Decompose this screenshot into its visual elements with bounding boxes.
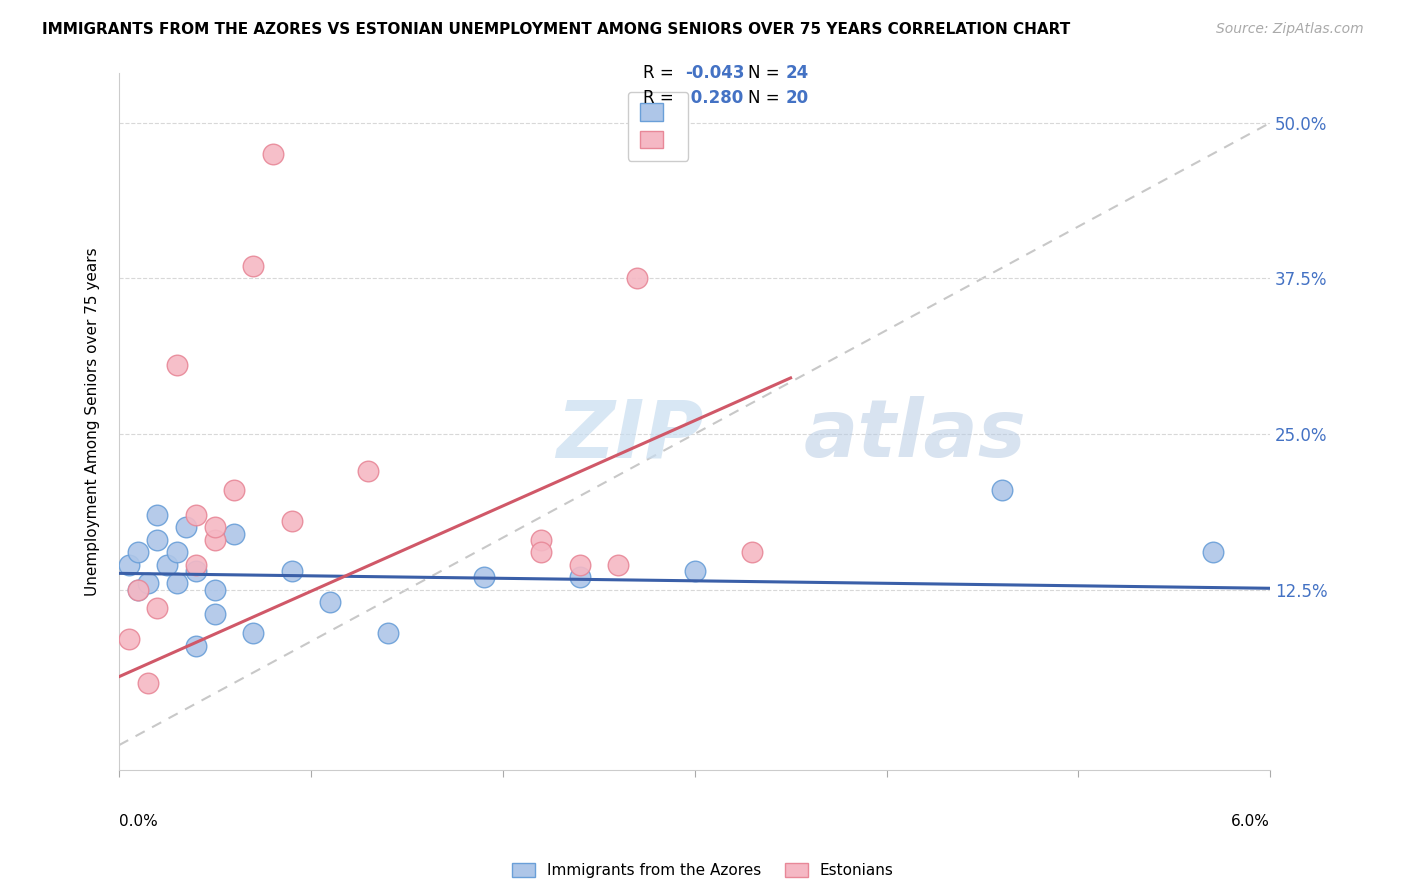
Point (1202, 545, 1225, 559)
Point (146, 533, 169, 547)
Point (280, 564, 302, 578)
Point (377, 626, 399, 640)
Text: atlas: atlas (804, 396, 1026, 475)
Point (184, 558, 207, 572)
Legend: , : , (628, 92, 688, 161)
Point (184, 508, 207, 522)
Point (319, 595, 342, 609)
Legend: Immigrants from the Azores, Estonians: Immigrants from the Azores, Estonians (506, 856, 900, 884)
Point (568, 570, 591, 584)
Point (127, 545, 149, 559)
Point (530, 533, 553, 547)
Point (242, 259, 264, 273)
Text: -0.043: -0.043 (685, 64, 744, 82)
Point (204, 582, 226, 597)
Point (357, 464, 380, 478)
Point (117, 558, 139, 572)
Point (568, 558, 591, 572)
Point (280, 514, 302, 528)
Point (242, 626, 264, 640)
Text: 6.0%: 6.0% (1232, 814, 1270, 829)
Text: 0.280: 0.280 (685, 89, 742, 107)
Point (990, 483, 1012, 497)
Text: IMMIGRANTS FROM THE AZORES VS ESTONIAN UNEMPLOYMENT AMONG SENIORS OVER 75 YEARS : IMMIGRANTS FROM THE AZORES VS ESTONIAN U… (42, 22, 1070, 37)
Text: 20: 20 (786, 89, 808, 107)
Point (472, 570, 495, 584)
Text: 0.0%: 0.0% (120, 814, 157, 829)
Point (136, 576, 159, 591)
Point (146, 508, 169, 522)
Point (184, 564, 207, 578)
Point (166, 545, 188, 559)
Text: N =: N = (748, 89, 785, 107)
Point (530, 545, 553, 559)
Text: R =: R = (643, 89, 679, 107)
Point (262, 147, 284, 161)
Point (204, 533, 226, 547)
Point (683, 564, 706, 578)
Point (224, 483, 246, 497)
Text: 24: 24 (786, 64, 810, 82)
Point (117, 632, 139, 647)
Point (204, 607, 226, 622)
Text: Source: ZipAtlas.com: Source: ZipAtlas.com (1216, 22, 1364, 37)
Point (204, 520, 226, 534)
Point (224, 526, 246, 541)
Point (156, 558, 179, 572)
Text: ZIP: ZIP (557, 396, 704, 475)
Point (626, 271, 648, 285)
Point (136, 676, 159, 690)
Point (174, 520, 197, 534)
Point (166, 576, 188, 591)
Point (166, 359, 188, 373)
Point (127, 582, 149, 597)
Text: R =: R = (643, 64, 679, 82)
Y-axis label: Unemployment Among Seniors over 75 years: Unemployment Among Seniors over 75 years (86, 247, 100, 596)
Point (184, 639, 207, 653)
Point (146, 601, 169, 615)
Text: N =: N = (748, 64, 785, 82)
Point (741, 545, 763, 559)
Point (606, 558, 628, 572)
Point (127, 582, 149, 597)
